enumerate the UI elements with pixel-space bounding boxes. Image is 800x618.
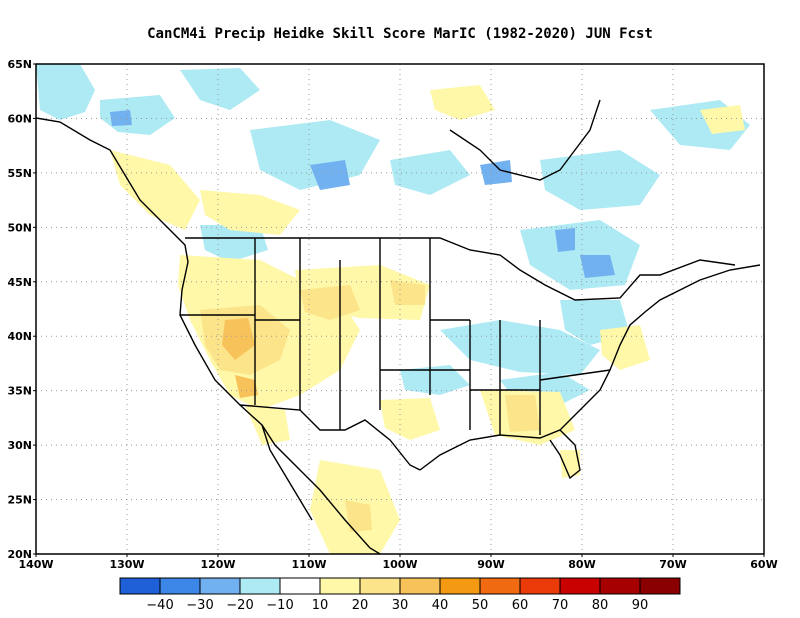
shade-positive-atlantic	[600, 325, 650, 370]
shade-negative-core-2	[580, 255, 615, 278]
border-us-mexico	[239, 404, 421, 471]
lon-label: 100W	[382, 558, 417, 571]
lat-label: 45N	[7, 276, 32, 289]
colorbar-swatch	[239, 577, 281, 595]
colorbar-swatch	[199, 577, 241, 595]
colorbar-label: −10	[266, 598, 293, 613]
lon-label: 60W	[750, 558, 777, 571]
colorbar-swatch	[359, 577, 401, 595]
shade-positive-quebec-north	[430, 85, 495, 120]
colorbar-swatch	[439, 577, 481, 595]
colorbar-swatch	[399, 577, 441, 595]
colorbar-swatch	[479, 577, 521, 595]
colorbar-label: 80	[592, 598, 609, 613]
shade-positive-california-core	[235, 375, 258, 398]
lat-label: 40N	[7, 330, 32, 343]
border-us-canada	[185, 237, 736, 301]
lat-label: 65N	[7, 58, 32, 71]
shade-negative-plains	[400, 365, 470, 395]
shade-positive-gulf-coast	[560, 450, 580, 478]
colorbar-label: 30	[392, 598, 409, 613]
colorbar-label: 50	[472, 598, 489, 613]
colorbar-swatch	[159, 577, 201, 595]
colorbar-label: 60	[512, 598, 529, 613]
shade-positive-alabama	[505, 395, 540, 432]
shade-positive-alberta	[200, 190, 300, 235]
lat-label: 55N	[7, 167, 32, 180]
lat-label: 30N	[7, 439, 32, 452]
colorbar-swatch	[639, 577, 681, 595]
colorbar-label: −30	[186, 598, 213, 613]
shade-negative-nwt	[180, 68, 260, 110]
coastline-hudson-bay	[449, 99, 601, 181]
lon-label: 80W	[568, 558, 595, 571]
shade-positive-bc-coast	[110, 150, 200, 230]
shade-positive-mexico-core	[345, 500, 372, 532]
shade-negative-quebec	[540, 150, 660, 210]
colorbar-swatch	[559, 577, 601, 595]
shade-negative-midwest	[440, 320, 600, 375]
lat-label: 60N	[7, 112, 32, 125]
colorbar-label: 70	[552, 598, 569, 613]
shade-positive-labrador	[700, 105, 745, 134]
shade-positive-nevada-core	[222, 318, 255, 360]
shade-negative-hudson-west	[390, 150, 470, 195]
coastline-baja	[261, 424, 313, 521]
colorbar-swatch	[519, 577, 561, 595]
state-lines	[180, 238, 611, 435]
coastline-atlantic	[559, 264, 761, 431]
lon-label: 140W	[18, 558, 53, 571]
colorbar-label: −40	[146, 598, 173, 613]
shade-negative-core-3	[555, 228, 575, 252]
boundaries	[36, 99, 761, 554]
colorbar-swatch	[599, 577, 641, 595]
lon-label: 90W	[477, 558, 504, 571]
skill-shading	[36, 64, 750, 554]
lat-label: 25N	[7, 494, 32, 507]
shade-negative-canada-central	[250, 120, 380, 190]
colorbar-swatch	[279, 577, 321, 595]
lat-label: 20N	[7, 548, 32, 561]
colorbar: −40 −30 −20 −10 10 20 30 40 50 60 70 80 90	[119, 577, 681, 613]
lon-label: 120W	[200, 558, 235, 571]
lat-label: 50N	[7, 221, 32, 234]
colorbar-swatch	[319, 577, 361, 595]
latitude-labels: 65N 60N 55N 50N 45N 40N 35N 30N 25N 20N	[7, 58, 36, 561]
lat-label: 35N	[7, 385, 32, 398]
longitude-labels: 140W 130W 120W 110W 100W 90W 80W 70W 60W	[18, 554, 778, 571]
shade-positive-nebraska	[390, 280, 425, 305]
colorbar-label: 20	[352, 598, 369, 613]
lon-label: 70W	[659, 558, 686, 571]
colorbar-label: 10	[312, 598, 329, 613]
gridlines	[36, 64, 764, 554]
colorbar-label: 90	[632, 598, 649, 613]
map-title: CanCM4i Precip Heidke Skill Score MarIC …	[147, 26, 653, 42]
shade-positive-mexico-west	[245, 405, 290, 445]
shade-negative-alaska	[36, 64, 95, 120]
shade-negative-core-1	[310, 160, 350, 190]
colorbar-label: −20	[226, 598, 253, 613]
lon-label: 130W	[109, 558, 144, 571]
colorbar-swatch	[119, 577, 161, 595]
shade-negative-bc	[200, 225, 268, 262]
colorbar-label: 40	[432, 598, 449, 613]
shade-positive-rockies	[300, 285, 360, 320]
shade-positive-texas	[380, 398, 440, 440]
lon-label: 110W	[291, 558, 326, 571]
